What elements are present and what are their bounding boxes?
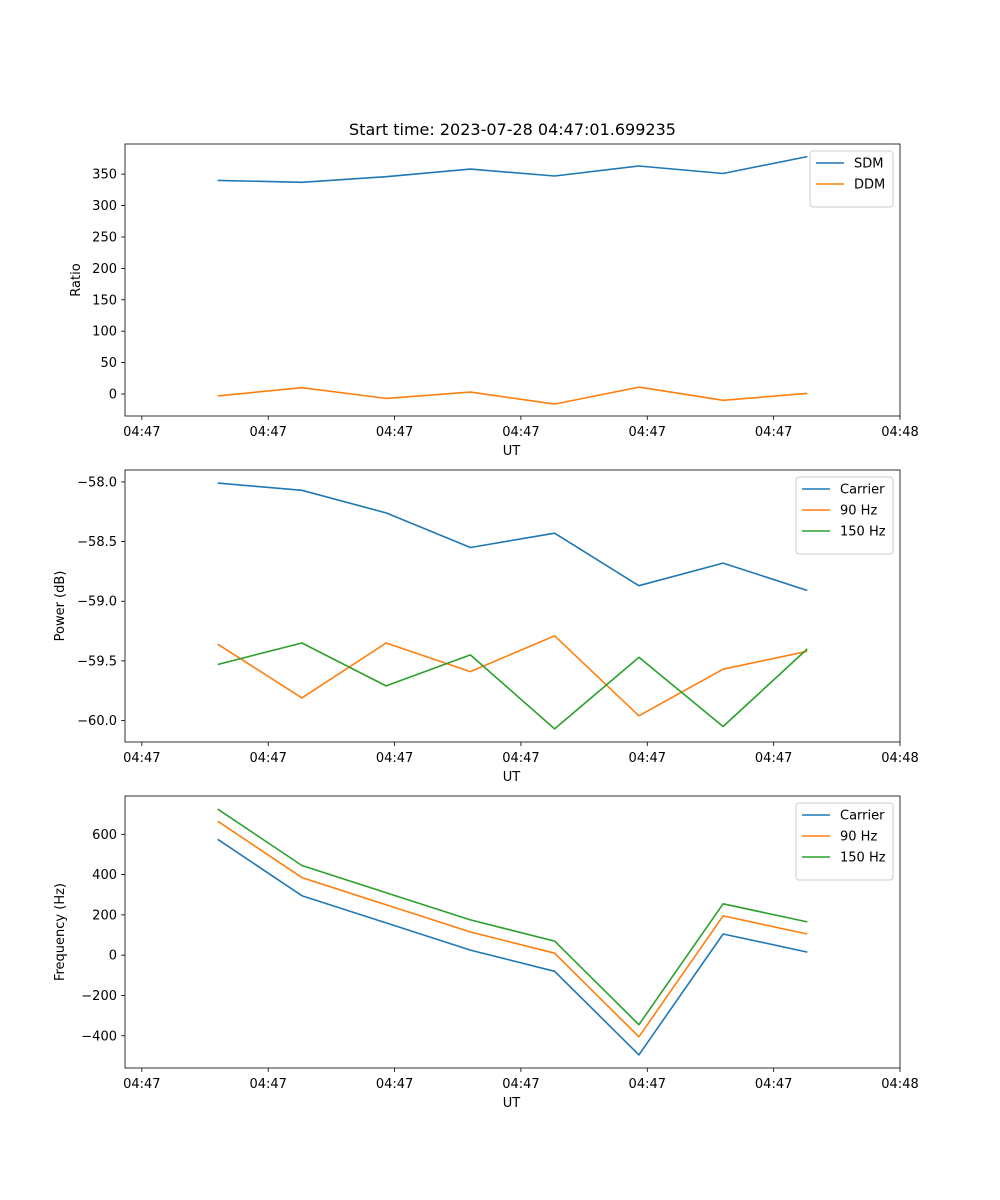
legend-label: DDM: [854, 178, 885, 193]
series-line-90-hz: [217, 820, 808, 1038]
y-axis-label: Power (dB): [53, 571, 68, 642]
y-tick-label: 300: [92, 199, 117, 214]
legend-label: 150 Hz: [840, 851, 886, 866]
x-tick-label: 04:48: [881, 751, 918, 766]
legend-label: Carrier: [840, 809, 885, 824]
legend-label: 90 Hz: [840, 830, 877, 845]
x-tick-label: 04:47: [502, 751, 539, 766]
legend-box: [795, 476, 894, 555]
plot-frame: [124, 795, 901, 1069]
series-line-90-hz: [217, 634, 808, 717]
series-line-sdm: [217, 155, 808, 184]
x-tick-label: 04:47: [249, 751, 286, 766]
x-tick-label: 04:47: [755, 425, 792, 440]
legend-label: 150 Hz: [840, 525, 886, 540]
x-tick-label: 04:47: [376, 751, 413, 766]
y-tick-label: 200: [92, 262, 117, 277]
legend: SDM DDM: [809, 150, 894, 208]
y-tick-label: −58.5: [77, 535, 117, 550]
legend-label: SDM: [854, 157, 883, 172]
y-tick-label: −400: [81, 1029, 117, 1044]
x-tick-label: 04:47: [123, 1077, 160, 1092]
series-line-carrier: [217, 838, 808, 1056]
x-tick-label: 04:47: [502, 1077, 539, 1092]
y-tick-label: 50: [100, 356, 117, 371]
y-tick-label: 0: [109, 949, 117, 964]
y-tick-label: 200: [92, 908, 117, 923]
y-tick-label: 100: [92, 325, 117, 340]
series-line-ddm: [217, 386, 808, 405]
plot-frame: [124, 143, 901, 417]
x-tick-label: 04:47: [502, 425, 539, 440]
y-tick-label: 350: [92, 168, 117, 183]
chart-panel-1: 04:47 04:47 04:47 04:47 04:47 04:47 04:48 0 50 10…: [69, 143, 919, 459]
x-tick-label: 04:47: [123, 751, 160, 766]
x-tick-label: 04:48: [881, 425, 918, 440]
y-tick-label: 150: [92, 293, 117, 308]
series-line-150-hz: [217, 642, 808, 730]
y-tick-label: 400: [92, 868, 117, 883]
y-tick-label: −58.0: [77, 475, 117, 490]
legend-label: Carrier: [840, 483, 885, 498]
x-tick-label: 04:47: [249, 1077, 286, 1092]
x-tick-label: 04:47: [376, 1077, 413, 1092]
x-tick-label: 04:47: [629, 425, 666, 440]
series-line-150-hz: [217, 808, 808, 1026]
y-tick-label: 250: [92, 230, 117, 245]
x-tick-label: 04:47: [249, 425, 286, 440]
y-tick-label: −60.0: [77, 714, 117, 729]
legend: Carrier 90 Hz 150 Hz: [795, 476, 894, 555]
charts-layer: 04:47 04:47 04:47 04:47 04:47 04:47 04:48 0 50 10…: [53, 143, 919, 1111]
y-tick-label: −59.0: [77, 595, 117, 610]
chart-panel-3: 04:47 04:47 04:47 04:47 04:47 04:47 04:48 −400 −…: [53, 795, 919, 1111]
x-tick-label: 04:47: [629, 751, 666, 766]
y-tick-label: −59.5: [77, 654, 117, 669]
plot-frame: [124, 469, 901, 743]
y-axis-label: Frequency (Hz): [53, 883, 68, 981]
series-line-carrier: [217, 482, 808, 592]
x-axis-label: UT: [503, 1096, 521, 1111]
legend-box: [809, 150, 894, 208]
x-tick-label: 04:48: [881, 1077, 918, 1092]
legend: Carrier 90 Hz 150 Hz: [795, 802, 894, 881]
y-axis-label: Ratio: [69, 263, 84, 296]
x-axis-label: UT: [503, 770, 521, 785]
chart-panel-2: 04:47 04:47 04:47 04:47 04:47 04:47 04:48 −60.0…: [53, 469, 919, 785]
y-tick-label: 600: [92, 828, 117, 843]
x-tick-label: 04:47: [755, 751, 792, 766]
figure-title: Start time: 2023-07-28 04:47:01.699235: [349, 120, 676, 139]
x-axis-label: UT: [503, 444, 521, 459]
y-tick-label: −200: [81, 989, 117, 1004]
x-tick-label: 04:47: [629, 1077, 666, 1092]
legend-box: [795, 802, 894, 881]
x-tick-label: 04:47: [755, 1077, 792, 1092]
y-tick-label: 0: [109, 388, 117, 403]
x-tick-label: 04:47: [376, 425, 413, 440]
legend-label: 90 Hz: [840, 504, 877, 519]
x-tick-label: 04:47: [123, 425, 160, 440]
